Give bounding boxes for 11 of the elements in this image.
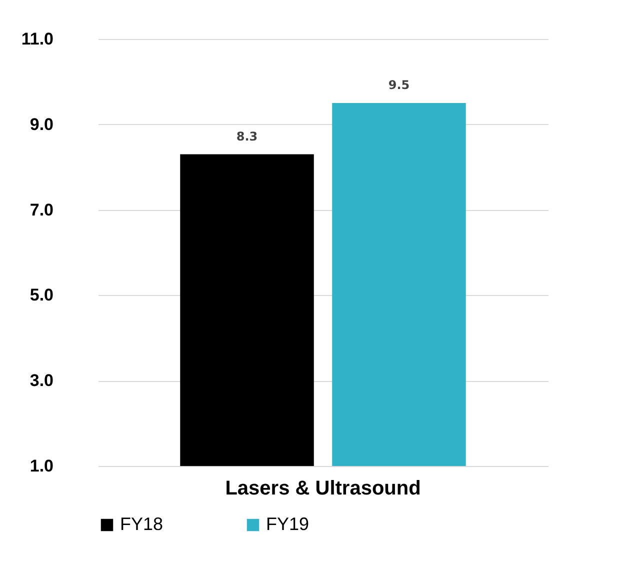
- y-tick-label: 5.0: [30, 286, 54, 305]
- y-tick-label: 1.0: [30, 456, 54, 476]
- y-tick-label: 7.0: [30, 200, 54, 220]
- x-tick-label: Lasers & Ultrasound: [225, 478, 421, 500]
- y-tick-label: 3.0: [30, 371, 54, 390]
- data-label: 9.5: [388, 78, 410, 92]
- data-label: 8.3: [236, 129, 258, 144]
- legend-label: FY18: [120, 514, 164, 534]
- y-tick-label: 11.0: [21, 30, 54, 48]
- y-tick-label: 9.0: [30, 114, 54, 134]
- legend-label: FY19: [266, 514, 310, 534]
